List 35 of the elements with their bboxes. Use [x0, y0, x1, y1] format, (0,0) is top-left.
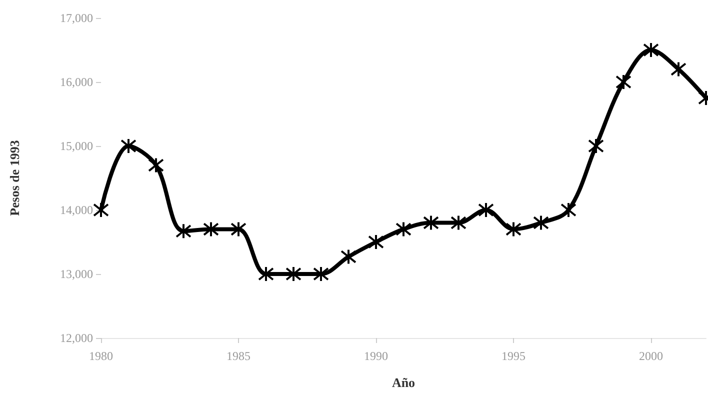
y-tick-label: 16,000: [60, 75, 93, 89]
x-tick-label: 1980: [89, 349, 113, 363]
x-axis-title: Año: [392, 375, 416, 390]
y-tick-label: 14,000: [60, 203, 93, 217]
x-tick-label: 1985: [226, 349, 250, 363]
point: [616, 74, 632, 90]
point: [203, 221, 219, 238]
point: [478, 202, 494, 218]
x-tick-label: 2000: [639, 349, 663, 363]
y-axis-title: Pesos de 1993: [7, 140, 22, 216]
y-tick-label: 17,000: [60, 11, 93, 25]
point: [230, 221, 246, 238]
y-tick-label: 15,000: [60, 139, 93, 153]
point: [340, 248, 356, 265]
point: [286, 266, 302, 282]
x-tick-label: 1995: [502, 349, 526, 363]
x-tick-label: 1990: [364, 349, 388, 363]
point: [313, 266, 329, 282]
point: [588, 138, 604, 154]
point: [93, 202, 109, 218]
point: [368, 234, 384, 250]
point: [533, 214, 549, 231]
y-tick-label: 12,000: [60, 331, 93, 345]
point: [176, 223, 192, 240]
point: [670, 61, 686, 78]
point: [560, 202, 576, 218]
point: [506, 221, 522, 238]
y-tick-label: 13,000: [60, 267, 93, 281]
point: [450, 214, 466, 231]
point: [423, 214, 439, 231]
point: [120, 138, 136, 154]
point: [643, 42, 659, 58]
point: [396, 221, 412, 238]
point: [148, 157, 164, 174]
point: [258, 266, 274, 282]
